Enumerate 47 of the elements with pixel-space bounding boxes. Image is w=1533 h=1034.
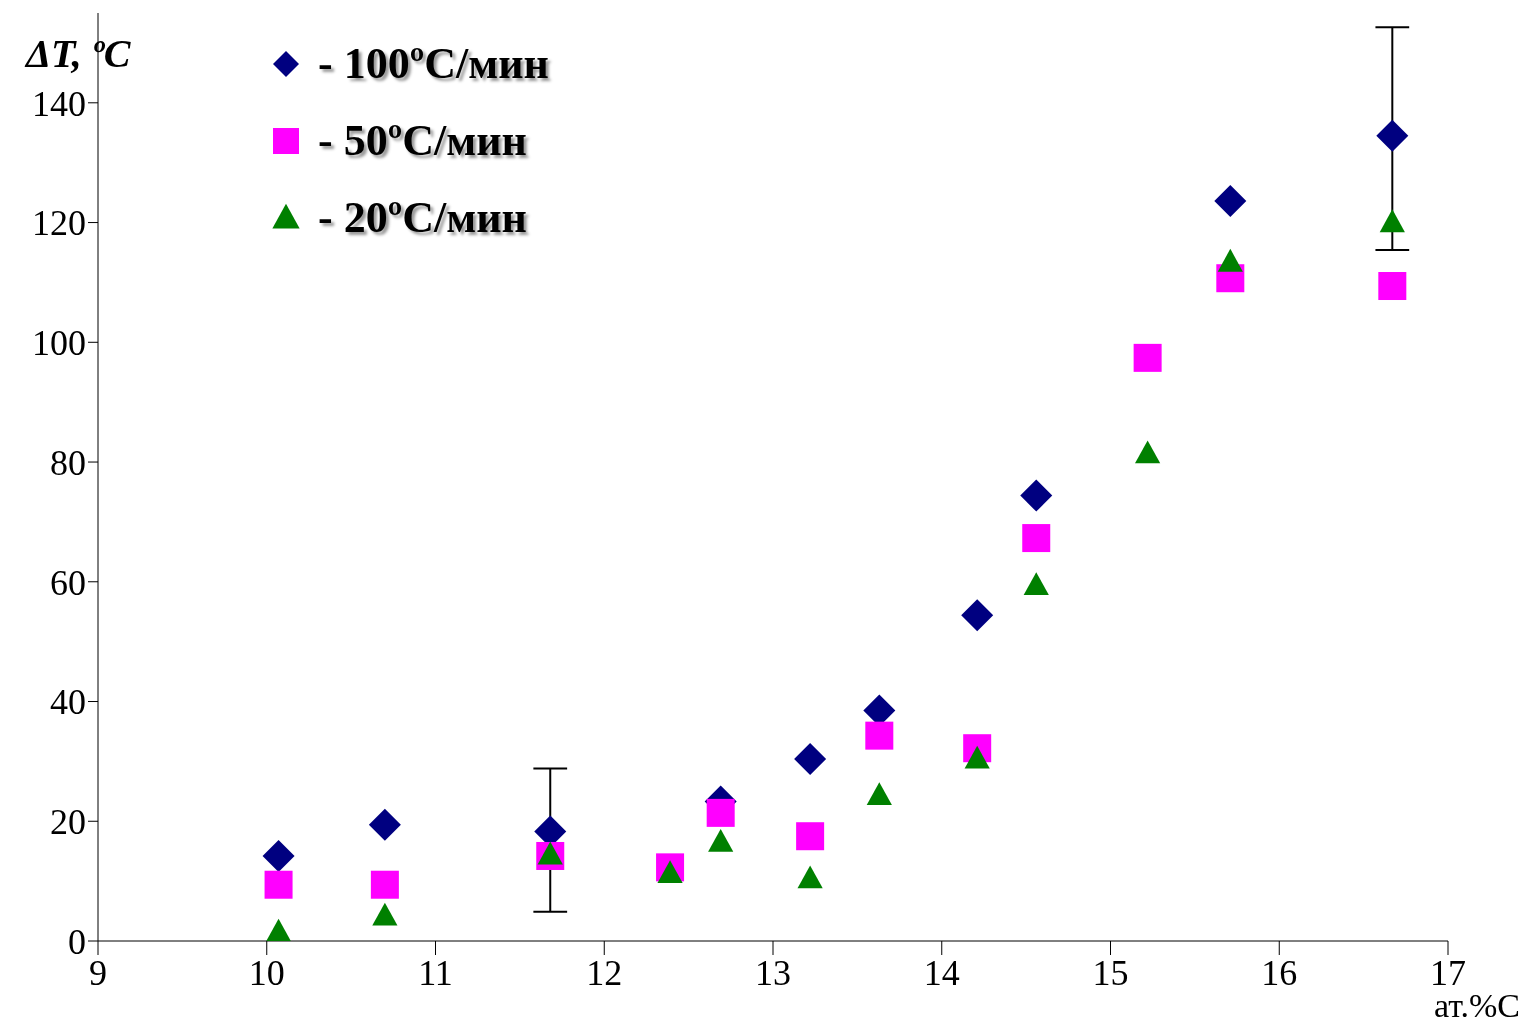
point xyxy=(370,870,399,899)
point xyxy=(794,742,827,775)
y-tick-label: 140 xyxy=(32,83,86,124)
point xyxy=(961,599,994,632)
y-tick-label: 20 xyxy=(50,802,86,843)
x-tick-label: 9 xyxy=(89,952,107,993)
y-tick-label: 0 xyxy=(68,921,86,962)
point xyxy=(796,822,825,851)
point xyxy=(368,808,401,841)
legend-label: - 50ºC/мин xyxy=(318,115,527,166)
y-tick-label: 60 xyxy=(50,562,86,603)
x-tick-label: 10 xyxy=(248,952,285,993)
x-tick-label: 11 xyxy=(418,952,453,993)
y-tick-label: 40 xyxy=(50,682,86,723)
x-tick-label: 13 xyxy=(755,952,791,993)
point xyxy=(1378,272,1407,301)
point xyxy=(657,860,683,883)
legend-label: - 100ºC/мин xyxy=(318,38,549,89)
point xyxy=(1214,184,1247,217)
point xyxy=(265,918,292,941)
x-tick-label: 12 xyxy=(586,952,623,993)
y-tick-label: 80 xyxy=(50,442,86,483)
point xyxy=(1217,248,1243,272)
y-tick-label: 120 xyxy=(32,203,86,244)
point xyxy=(537,841,563,865)
y-tick-label: 100 xyxy=(32,323,86,364)
point xyxy=(1379,209,1405,233)
point xyxy=(964,745,990,769)
y-axis-title: ΔT, ºC xyxy=(26,30,131,77)
point xyxy=(866,782,892,806)
point xyxy=(1022,524,1051,553)
x-tick-label: 14 xyxy=(923,952,960,993)
point xyxy=(1020,479,1053,512)
x-tick-label: 16 xyxy=(1261,952,1298,993)
point xyxy=(372,902,398,926)
point xyxy=(264,870,293,899)
point xyxy=(797,865,823,889)
point xyxy=(706,798,735,827)
point xyxy=(1023,572,1049,595)
point xyxy=(262,839,295,872)
x-tick-label: 15 xyxy=(1092,952,1129,993)
point xyxy=(708,829,734,852)
point xyxy=(1376,119,1409,152)
point xyxy=(1133,343,1162,372)
legend-label: - 20ºC/мин xyxy=(318,192,527,243)
point xyxy=(865,721,894,750)
point xyxy=(1135,440,1161,464)
